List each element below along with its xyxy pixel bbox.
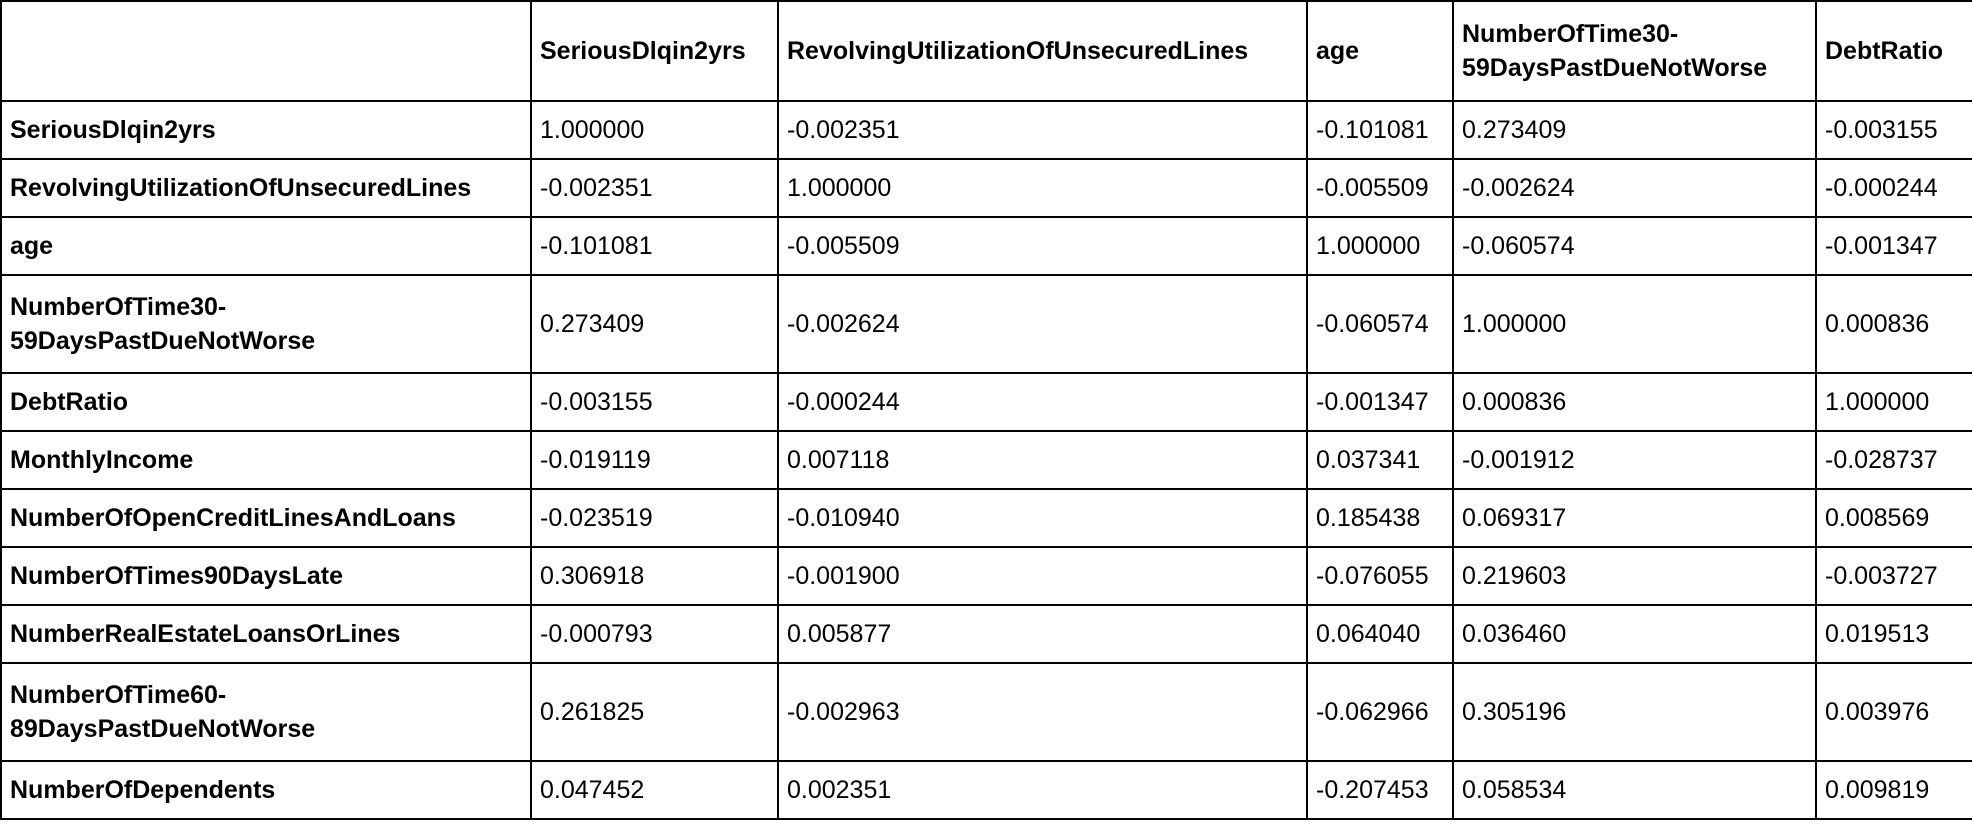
table-cell: -0.023519 <box>530 488 779 548</box>
table-cell: 0.185438 <box>1306 488 1454 548</box>
table-cell: -0.001347 <box>1815 216 1972 276</box>
table-cell: -0.002351 <box>530 158 779 218</box>
table-cell: 0.037341 <box>1306 430 1454 490</box>
table-row: age -0.101081 -0.005509 1.000000 -0.0605… <box>0 216 1972 276</box>
table-cell: -0.000244 <box>777 372 1308 432</box>
table-cell: 0.000836 <box>1452 372 1817 432</box>
table-cell: -0.010940 <box>777 488 1308 548</box>
table-cell: 0.064040 <box>1306 604 1454 664</box>
table-cell: 0.019513 <box>1815 604 1972 664</box>
table-cell: 0.273409 <box>1452 100 1817 160</box>
table-cell: 0.008569 <box>1815 488 1972 548</box>
table-cell: 1.000000 <box>1306 216 1454 276</box>
row-label: age <box>0 216 532 276</box>
table-cell: -0.003727 <box>1815 546 1972 606</box>
table-cell: 0.047452 <box>530 760 779 820</box>
row-label: DebtRatio <box>0 372 532 432</box>
table-cell: 0.069317 <box>1452 488 1817 548</box>
table-cell: -0.019119 <box>530 430 779 490</box>
table-row: RevolvingUtilizationOfUnsecuredLines -0.… <box>0 158 1972 218</box>
table-cell: -0.005509 <box>1306 158 1454 218</box>
table-cell: 0.005877 <box>777 604 1308 664</box>
table-cell: 1.000000 <box>530 100 779 160</box>
table-row: NumberOfDependents 0.047452 0.002351 -0.… <box>0 760 1972 820</box>
row-label: NumberRealEstateLoansOrLines <box>0 604 532 664</box>
table-cell: -0.076055 <box>1306 546 1454 606</box>
table-cell: 0.000836 <box>1815 274 1972 374</box>
table-row: NumberRealEstateLoansOrLines -0.000793 0… <box>0 604 1972 664</box>
table-row: DebtRatio -0.003155 -0.000244 -0.001347 … <box>0 372 1972 432</box>
table-cell: 0.002351 <box>777 760 1308 820</box>
table-cell: -0.002624 <box>1452 158 1817 218</box>
table-header-row: SeriousDlqin2yrs RevolvingUtilizationOfU… <box>0 0 1972 102</box>
row-label: SeriousDlqin2yrs <box>0 100 532 160</box>
row-label: NumberOfDependents <box>0 760 532 820</box>
table-row: NumberOfTimes90DaysLate 0.306918 -0.0019… <box>0 546 1972 606</box>
table-cell: 0.305196 <box>1452 662 1817 762</box>
table-cell: -0.002351 <box>777 100 1308 160</box>
row-label: NumberOfTimes90DaysLate <box>0 546 532 606</box>
table-cell: -0.003155 <box>1815 100 1972 160</box>
table-cell: -0.001347 <box>1306 372 1454 432</box>
row-label: MonthlyIncome <box>0 430 532 490</box>
header-cell-numberoftime30-59: NumberOfTime30-59DaysPastDueNotWorse <box>1452 0 1817 102</box>
row-label: NumberOfTime30-59DaysPastDueNotWorse <box>0 274 532 374</box>
table-cell: 1.000000 <box>1815 372 1972 432</box>
table-cell: -0.000244 <box>1815 158 1972 218</box>
row-label: NumberOfTime60-89DaysPastDueNotWorse <box>0 662 532 762</box>
table-row: NumberOfTime60-89DaysPastDueNotWorse 0.2… <box>0 662 1972 762</box>
header-cell-seriousdlqin2yrs: SeriousDlqin2yrs <box>530 0 779 102</box>
table-cell: -0.005509 <box>777 216 1308 276</box>
table-cell: -0.001912 <box>1452 430 1817 490</box>
table-cell: 0.036460 <box>1452 604 1817 664</box>
table-cell: -0.028737 <box>1815 430 1972 490</box>
table-cell: 0.003976 <box>1815 662 1972 762</box>
table-row: MonthlyIncome -0.019119 0.007118 0.03734… <box>0 430 1972 490</box>
header-cell-revolvingutilization: RevolvingUtilizationOfUnsecuredLines <box>777 0 1308 102</box>
table-cell: -0.001900 <box>777 546 1308 606</box>
header-cell-index <box>0 0 532 102</box>
table-cell: -0.062966 <box>1306 662 1454 762</box>
table-cell: -0.060574 <box>1306 274 1454 374</box>
table-cell: 1.000000 <box>1452 274 1817 374</box>
header-cell-debtratio: DebtRatio <box>1815 0 1972 102</box>
row-label: NumberOfOpenCreditLinesAndLoans <box>0 488 532 548</box>
table-cell: -0.002624 <box>777 274 1308 374</box>
table-cell: 0.261825 <box>530 662 779 762</box>
table-cell: 0.007118 <box>777 430 1308 490</box>
row-label: RevolvingUtilizationOfUnsecuredLines <box>0 158 532 218</box>
table-row: NumberOfOpenCreditLinesAndLoans -0.02351… <box>0 488 1972 548</box>
table-cell: 1.000000 <box>777 158 1308 218</box>
header-cell-age: age <box>1306 0 1454 102</box>
table-cell: -0.101081 <box>530 216 779 276</box>
table-row: NumberOfTime30-59DaysPastDueNotWorse 0.2… <box>0 274 1972 374</box>
table-cell: 0.273409 <box>530 274 779 374</box>
table-cell: 0.306918 <box>530 546 779 606</box>
table-cell: -0.003155 <box>530 372 779 432</box>
table-cell: -0.207453 <box>1306 760 1454 820</box>
table-cell: -0.101081 <box>1306 100 1454 160</box>
table-cell: -0.060574 <box>1452 216 1817 276</box>
table-cell: -0.000793 <box>530 604 779 664</box>
table-cell: 0.009819 <box>1815 760 1972 820</box>
table-cell: -0.002963 <box>777 662 1308 762</box>
table-cell: 0.219603 <box>1452 546 1817 606</box>
table-cell: 0.058534 <box>1452 760 1817 820</box>
table-row: SeriousDlqin2yrs 1.000000 -0.002351 -0.1… <box>0 100 1972 160</box>
